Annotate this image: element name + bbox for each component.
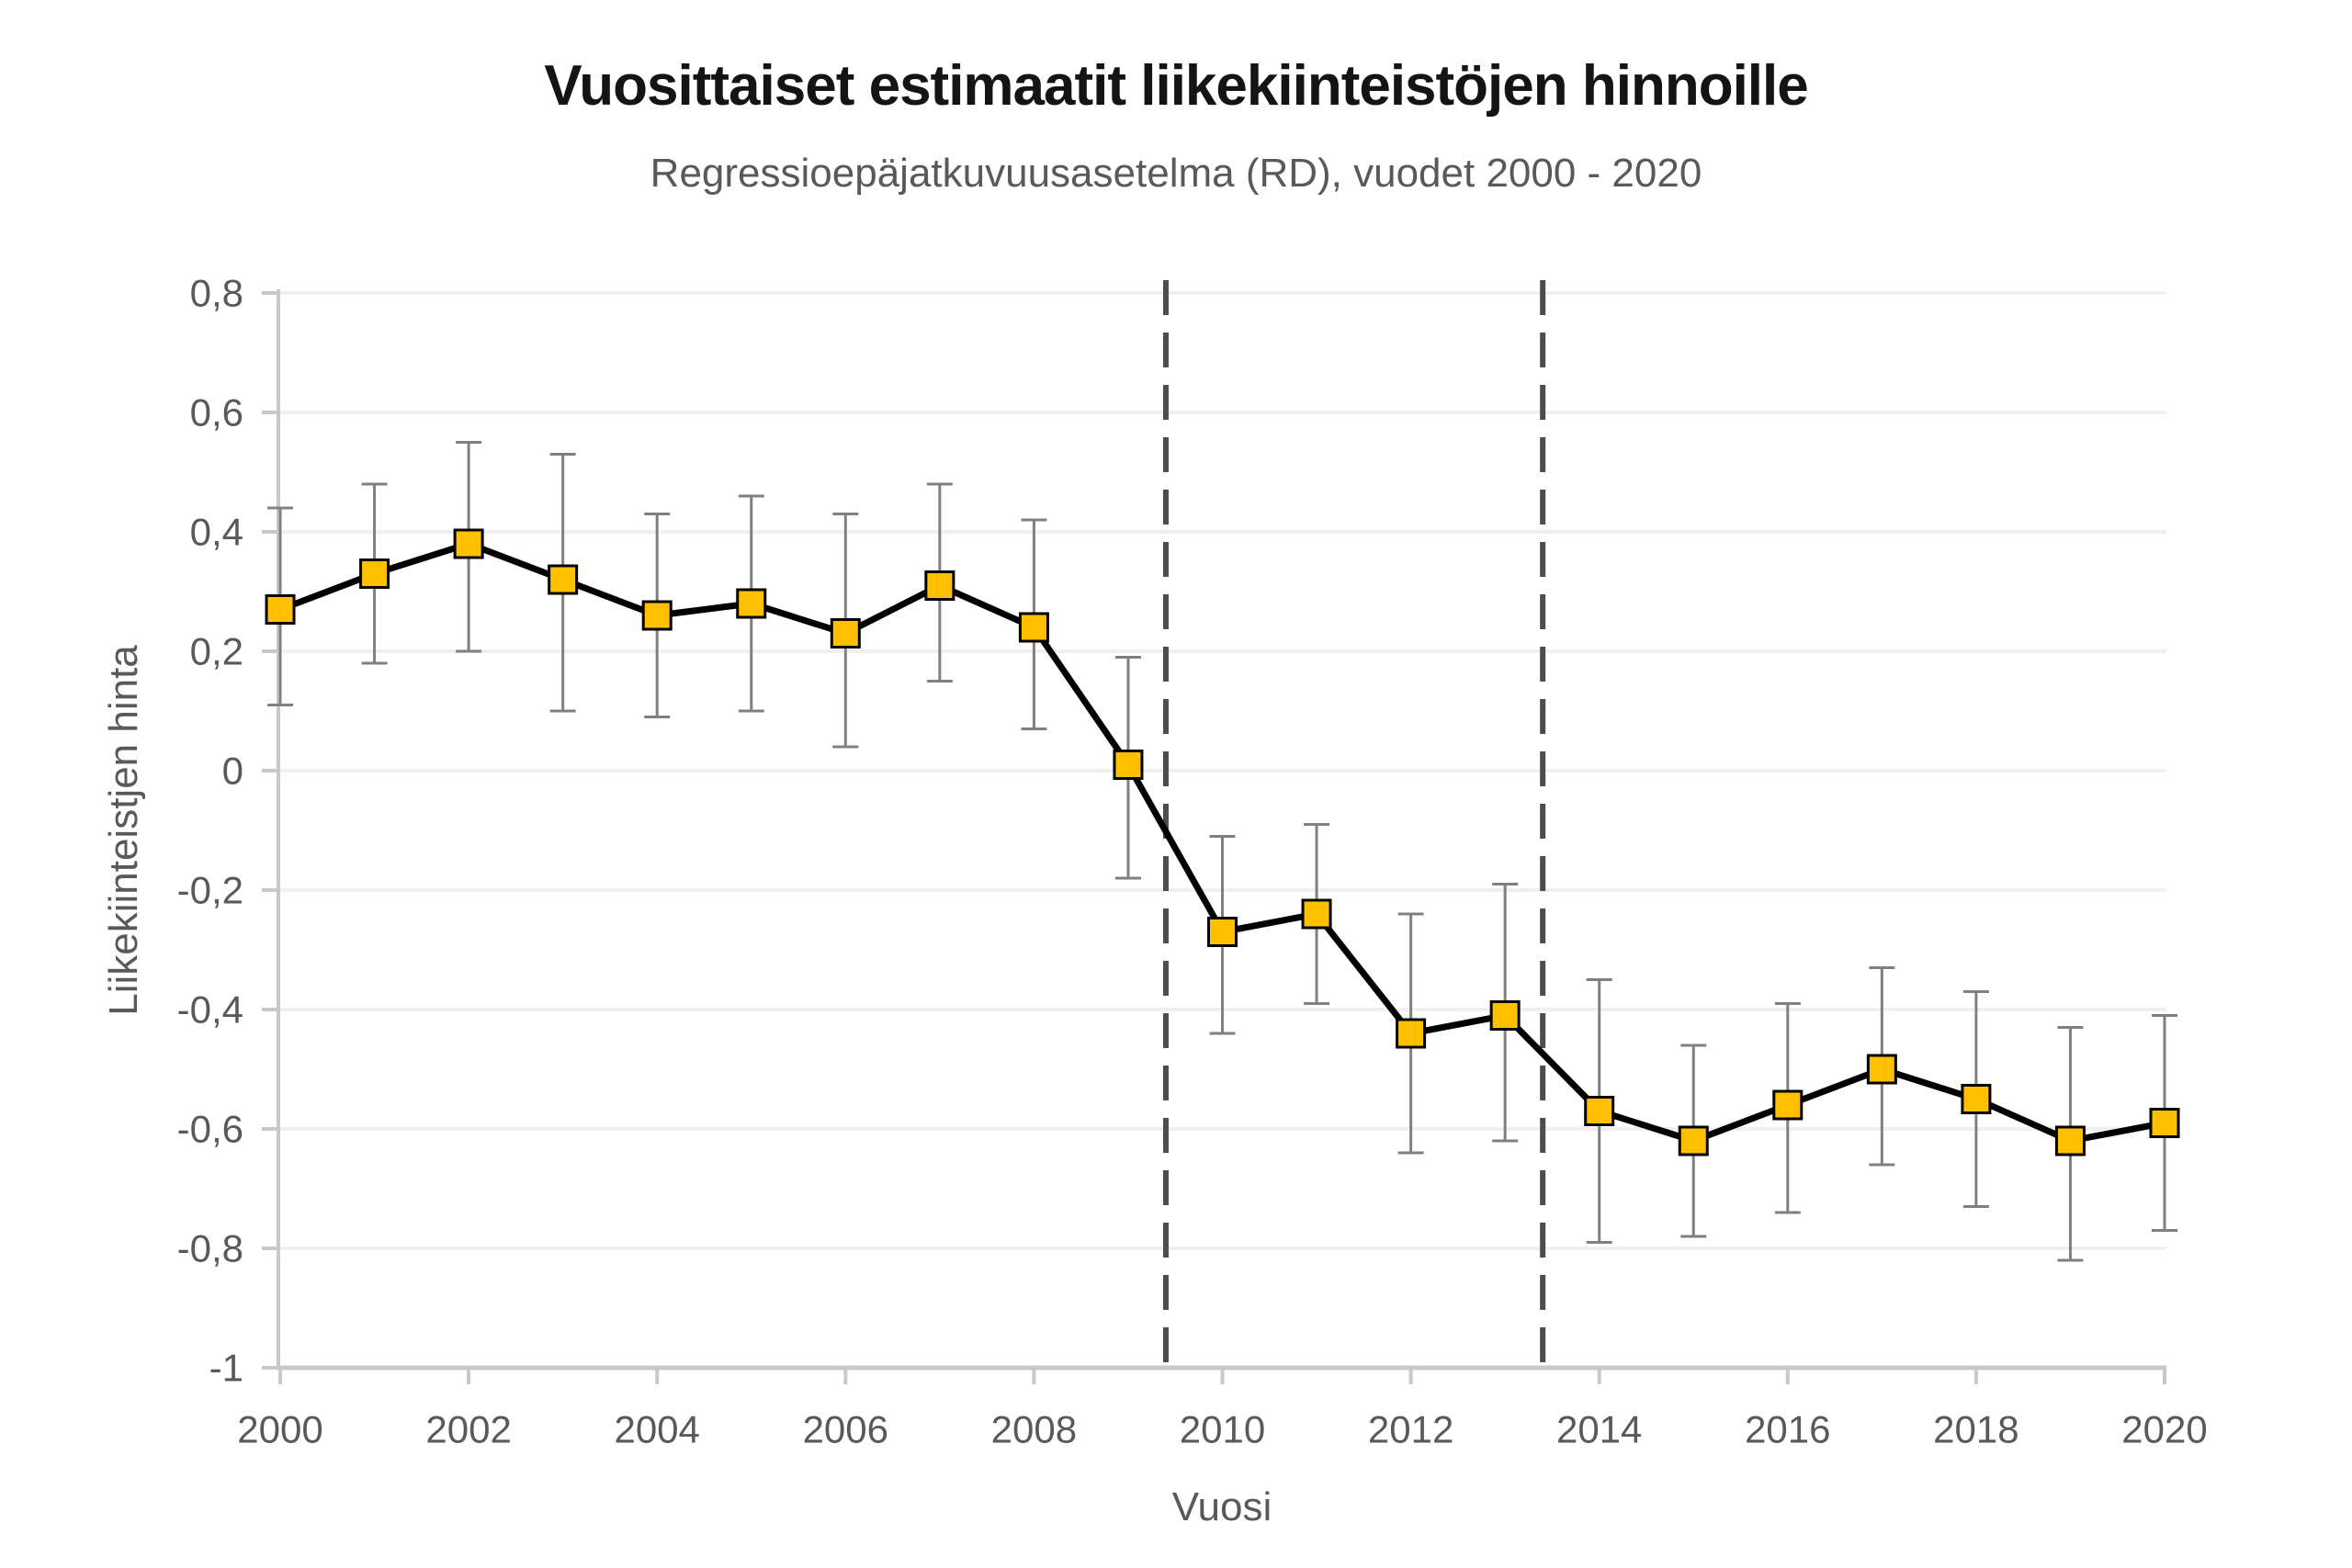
y-tick-label: -0,4	[177, 988, 243, 1032]
data-point-marker	[1961, 1084, 1992, 1114]
data-point-marker	[924, 570, 956, 601]
data-point-marker	[1207, 917, 1238, 947]
y-tick-label: 0,6	[190, 391, 243, 434]
data-point-marker	[1396, 1018, 1427, 1049]
x-tick-label: 2018	[1933, 1408, 2018, 1451]
data-point-marker	[830, 618, 861, 649]
data-point-marker	[1113, 750, 1144, 780]
y-tick-label: -0,6	[177, 1108, 243, 1151]
x-tick-label: 2014	[1556, 1408, 1642, 1451]
data-point-marker	[2054, 1125, 2086, 1156]
data-point-marker	[1018, 612, 1049, 643]
data-point-marker	[548, 564, 579, 595]
y-tick-label: -0,2	[177, 869, 243, 912]
data-point-marker	[265, 594, 296, 625]
data-point-marker	[359, 558, 390, 589]
data-point-marker	[1584, 1096, 1615, 1126]
y-tick-label: 0,8	[190, 272, 243, 315]
data-point-marker	[1772, 1089, 1804, 1121]
data-point-marker	[1489, 1000, 1521, 1031]
data-point-marker	[641, 600, 673, 631]
x-tick-label: 2000	[237, 1408, 322, 1451]
y-tick-label: -1	[209, 1347, 243, 1390]
x-tick-label: 2008	[991, 1408, 1077, 1451]
y-tick-label: -0,8	[177, 1227, 243, 1270]
chart-subtitle: Regressioepäjatkuvuusasetelma (RD), vuod…	[650, 151, 1702, 196]
data-point-marker	[1678, 1125, 1709, 1156]
x-tick-label: 2006	[803, 1408, 888, 1451]
x-tick-label: 2010	[1180, 1408, 1265, 1451]
y-tick-label: 0,4	[190, 511, 243, 554]
chart-title: Vuosittaiset estimaatit liikekiinteistöj…	[544, 54, 1808, 118]
y-tick-label: 0	[222, 750, 243, 793]
x-axis-title: Vuosi	[1171, 1484, 1272, 1529]
data-point-marker	[1301, 898, 1332, 930]
y-tick-label: 0,2	[190, 630, 243, 673]
data-point-marker	[1866, 1054, 1897, 1085]
x-tick-label: 2002	[425, 1408, 511, 1451]
data-point-marker	[453, 528, 484, 559]
x-tick-label: 2012	[1368, 1408, 1453, 1451]
data-point-marker	[2149, 1108, 2180, 1138]
data-point-marker	[736, 588, 767, 619]
x-tick-label: 2020	[2121, 1408, 2207, 1451]
x-tick-label: 2016	[1745, 1408, 1830, 1451]
x-tick-label: 2004	[614, 1408, 699, 1451]
